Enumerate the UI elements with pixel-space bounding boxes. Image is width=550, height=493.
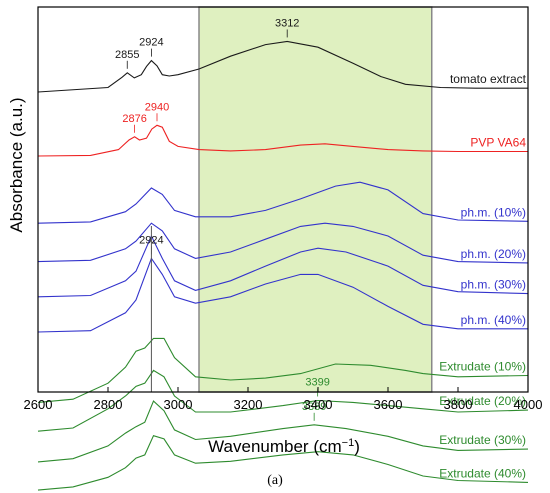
x-tick-label-0: 2600 bbox=[24, 397, 53, 412]
x-tick-label-7: 4000 bbox=[514, 397, 543, 412]
plot-frame bbox=[37, 6, 529, 393]
series-label-4: ph.m. (30%) bbox=[461, 278, 526, 292]
series-line-2 bbox=[37, 181, 529, 224]
x-tick-label-6: 3800 bbox=[444, 397, 473, 412]
y-axis-title: Absorbance (a.u.) bbox=[7, 97, 26, 232]
annotation-label-1: 2924 bbox=[139, 37, 163, 49]
annotation-label-0: 2855 bbox=[115, 49, 139, 61]
series-line-3 bbox=[37, 222, 529, 264]
annotation-label-4: 2940 bbox=[145, 101, 169, 113]
annotation-label-2: 3312 bbox=[275, 17, 299, 29]
series-label-1: PVP VA64 bbox=[470, 136, 526, 150]
figure-caption: (a) bbox=[267, 473, 283, 488]
annotation-label-3: 2876 bbox=[122, 113, 146, 125]
x-tick-label-1: 2800 bbox=[94, 397, 123, 412]
annotation-label-6: 3399 bbox=[305, 376, 329, 388]
series-label-2: ph.m. (10%) bbox=[461, 205, 526, 219]
x-axis-title-main: Wavenumber (cm bbox=[208, 437, 342, 456]
x-axis-title-sup: −1 bbox=[342, 437, 355, 449]
series-label-3: ph.m. (20%) bbox=[461, 247, 526, 261]
series-line-5 bbox=[37, 257, 528, 333]
x-tick-label-2: 3000 bbox=[164, 397, 193, 412]
series-line-6 bbox=[37, 337, 529, 403]
series-line-9 bbox=[37, 435, 529, 491]
x-tick-label-4: 3400 bbox=[304, 397, 333, 412]
series-label-8: Extrudate (30%) bbox=[439, 433, 526, 447]
x-axis: 2600 2800 3000 3200 3400 3600 3800 4000 bbox=[24, 387, 543, 412]
annotation-label-7: 3389 bbox=[302, 401, 326, 413]
series-labels: tomato extract PVP VA64 ph.m. (10%) ph.m. (… bbox=[439, 72, 526, 480]
x-tick-label-5: 3600 bbox=[374, 397, 403, 412]
series-label-9: Extrudate (40%) bbox=[439, 466, 526, 480]
series-line-4 bbox=[37, 234, 529, 298]
series-line-8 bbox=[37, 400, 529, 463]
series-label-0: tomato extract bbox=[450, 72, 527, 86]
series-group bbox=[37, 40, 529, 491]
x-axis-title: Wavenumber (cm−1) bbox=[208, 437, 360, 456]
series-line-7 bbox=[37, 369, 529, 432]
x-axis-title-tail: ) bbox=[354, 437, 360, 456]
series-label-5: ph.m. (40%) bbox=[461, 313, 526, 327]
x-tick-label-3: 3200 bbox=[234, 397, 263, 412]
series-label-6: Extrudate (10%) bbox=[439, 360, 526, 374]
series-label-7: Extrudate (20%) bbox=[439, 394, 526, 408]
series-line-0 bbox=[37, 40, 528, 93]
series-line-1 bbox=[37, 124, 528, 157]
highlight-region bbox=[198, 6, 433, 393]
